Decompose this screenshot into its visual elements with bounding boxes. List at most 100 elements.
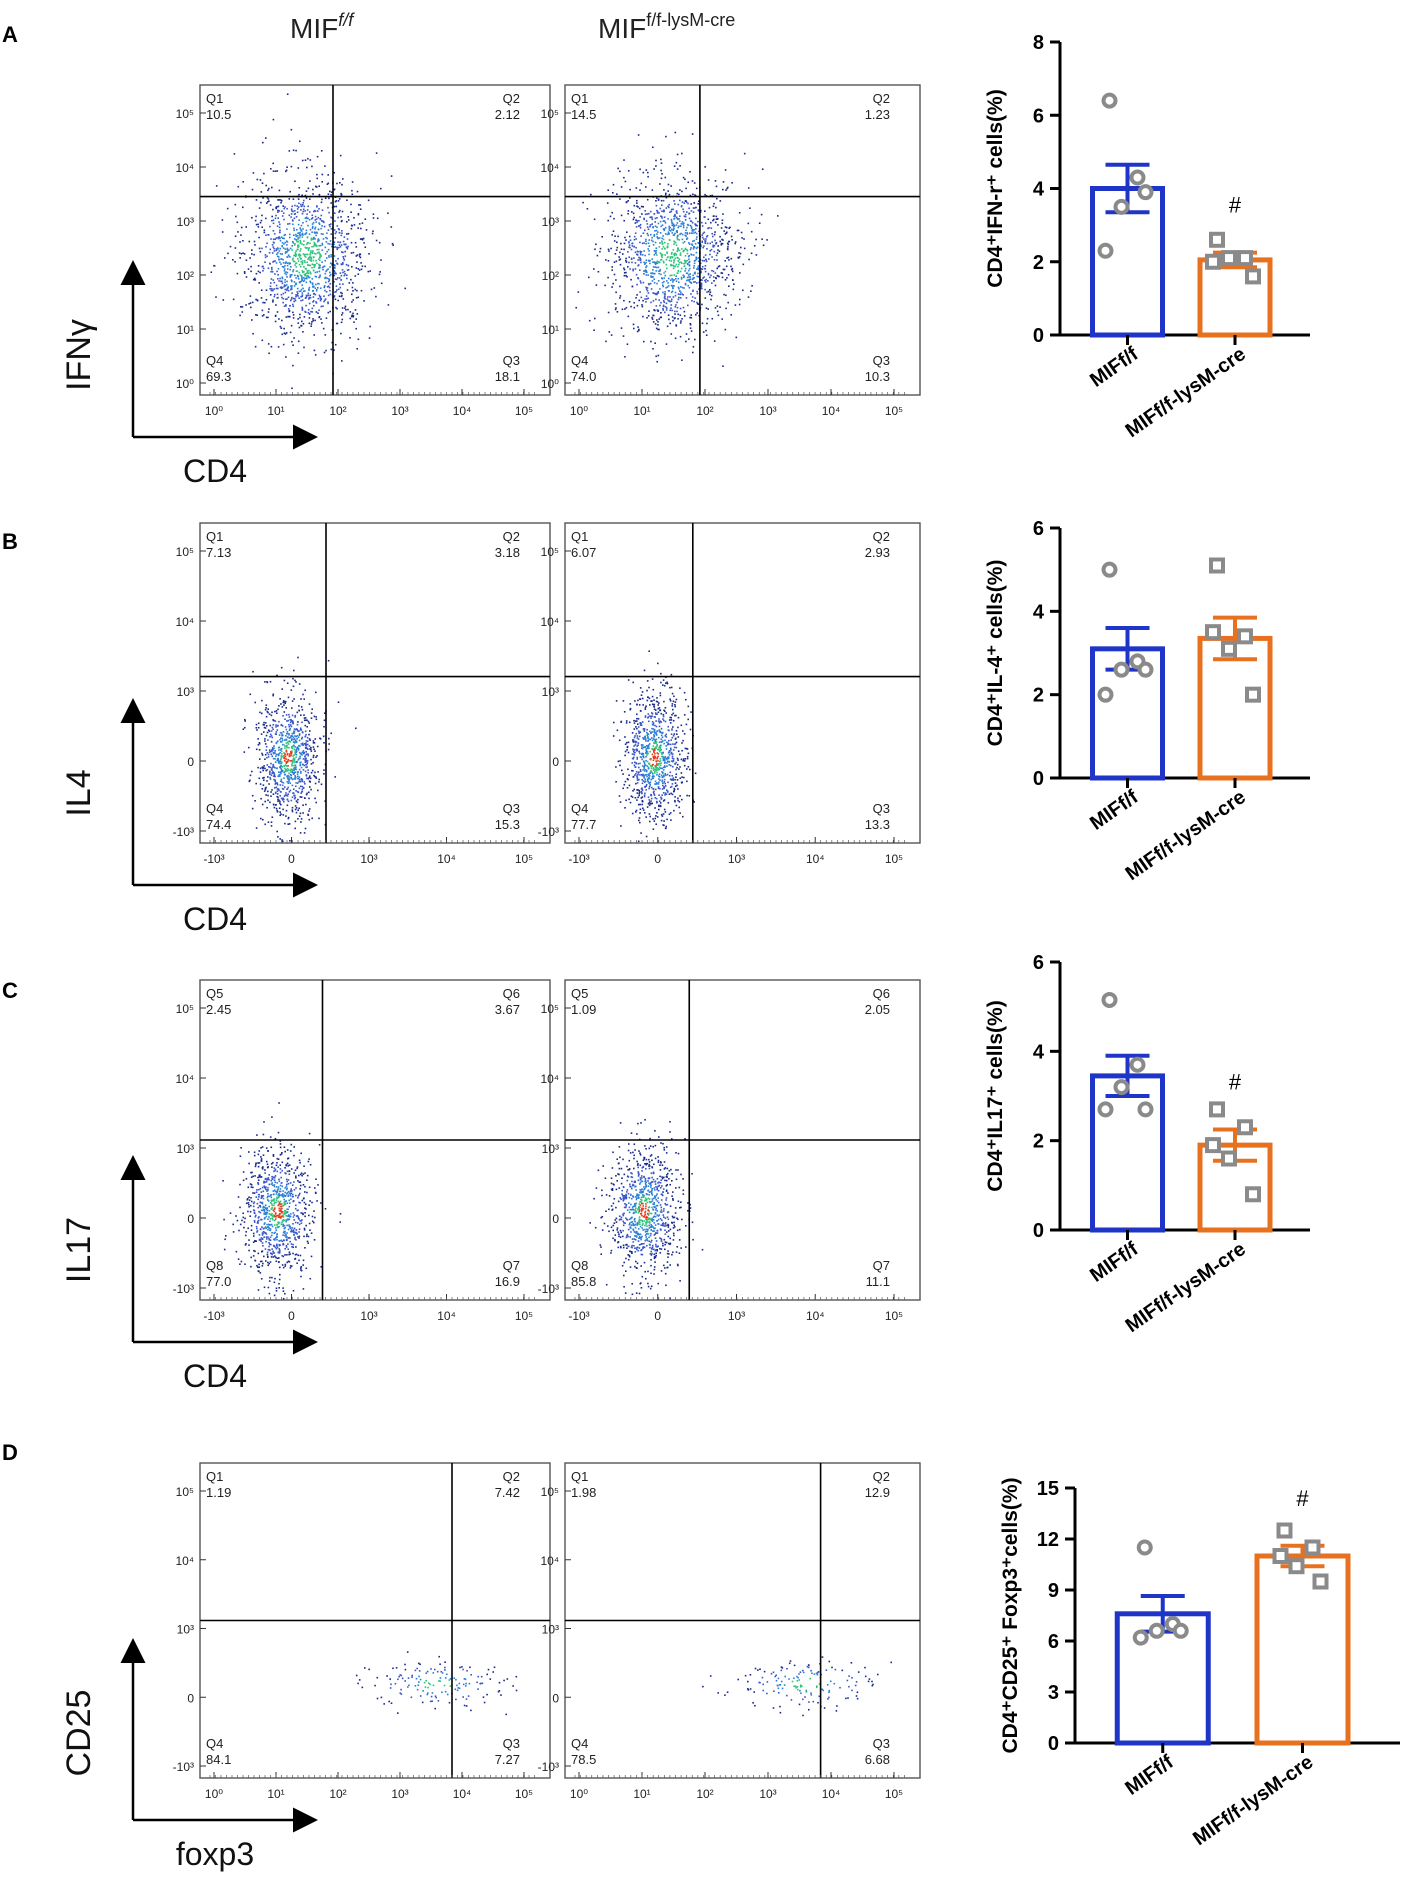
flow-dot [269, 1236, 272, 1239]
flow-dot [318, 817, 320, 820]
flow-dot [291, 770, 293, 773]
flow-dot [298, 326, 301, 329]
flow-dot [631, 796, 634, 798]
flow-dot [291, 796, 294, 799]
flow-dot [253, 240, 256, 243]
flow-dot [315, 302, 318, 304]
flow-dot [273, 1281, 276, 1284]
flow-dot [655, 767, 658, 770]
flow-dot [264, 800, 266, 803]
flow-dot [304, 217, 307, 219]
flow-dot [680, 772, 683, 774]
flow-dot [284, 757, 286, 760]
flow-dot [633, 204, 636, 207]
flow-dot [722, 239, 724, 241]
flow-dot [709, 293, 711, 296]
flow-dot [632, 269, 634, 272]
flow-dot [696, 268, 698, 270]
flow-dot [625, 722, 628, 724]
flow-dot [284, 773, 287, 776]
flow-dot [338, 231, 341, 234]
flow-dot [267, 708, 269, 710]
flow-dot [658, 808, 660, 811]
flow-dot [645, 789, 647, 791]
flow-dot [303, 719, 306, 722]
flow-dot [647, 752, 649, 755]
flow-dot [646, 287, 649, 289]
flow-dot [317, 312, 319, 314]
flow-dot [721, 238, 723, 241]
flow-dot [656, 782, 659, 785]
flow-dot [330, 233, 332, 235]
flow-dot [292, 685, 295, 688]
flow-dot [278, 753, 280, 755]
flow-dot [291, 1227, 293, 1229]
flow-dot [360, 268, 363, 271]
flow-dot [658, 718, 660, 720]
flow-dot [302, 271, 304, 274]
flow-dot [273, 1232, 275, 1234]
flow-dot [301, 778, 304, 781]
flow-dot [684, 219, 687, 221]
flow-dot [646, 733, 649, 735]
flow-dot [282, 1193, 284, 1195]
flow-dot [680, 276, 683, 279]
flow-dot [666, 765, 668, 767]
flow-dot [660, 755, 663, 758]
flow-dot [273, 773, 276, 775]
flow-dot [334, 343, 337, 346]
flow-dot [357, 273, 360, 275]
flow-dot [292, 149, 295, 152]
flow-dot [640, 832, 642, 834]
flow-dot [329, 240, 332, 242]
flow-dot [660, 748, 662, 751]
flow-dot [668, 203, 670, 206]
flow-dot [663, 228, 666, 230]
flow-dot [279, 739, 281, 741]
flow-dot [700, 283, 703, 286]
flow-dot [682, 250, 685, 253]
flow-dot [282, 808, 284, 811]
flow-dot [648, 775, 651, 777]
flow-dot [623, 711, 626, 713]
flow-dot [623, 219, 625, 222]
flow-dot [312, 238, 314, 241]
flow-dot [337, 277, 339, 279]
flow-dot [320, 214, 323, 217]
flow-dot [286, 753, 289, 755]
flow-dot [303, 1165, 305, 1167]
flow-dot [288, 725, 291, 728]
flow-dot [669, 296, 671, 298]
flow-dot [656, 816, 659, 818]
flow-dot [325, 236, 327, 239]
flow-dot [303, 346, 305, 349]
flow-dot [289, 769, 292, 772]
flow-dot [671, 692, 674, 695]
flow-dot [750, 290, 752, 292]
flow-dot [697, 257, 699, 259]
flow-dot [635, 297, 637, 299]
flow-dot [279, 814, 281, 817]
flow-dot [717, 275, 720, 278]
flow-dot [667, 243, 669, 245]
flow-dot [625, 261, 628, 263]
flow-dot [651, 802, 653, 805]
flow-dot [295, 740, 298, 743]
flow-dot [300, 209, 302, 211]
flow-dot [303, 698, 305, 700]
flow-dot [291, 280, 293, 283]
flow-dot [662, 285, 665, 288]
flow-dot [662, 713, 665, 716]
flow-dot [316, 173, 318, 176]
flow-dot [688, 232, 691, 234]
flow-dot [307, 308, 310, 311]
flow-dot [303, 279, 306, 281]
flow-dot [266, 764, 269, 766]
flow-dot [676, 733, 678, 735]
flow-dot [656, 730, 659, 732]
flow-dot [673, 253, 675, 255]
flow-dot [677, 286, 680, 289]
flow-dot [669, 771, 672, 774]
flow-dot [306, 743, 309, 746]
flow-dot [661, 237, 663, 240]
